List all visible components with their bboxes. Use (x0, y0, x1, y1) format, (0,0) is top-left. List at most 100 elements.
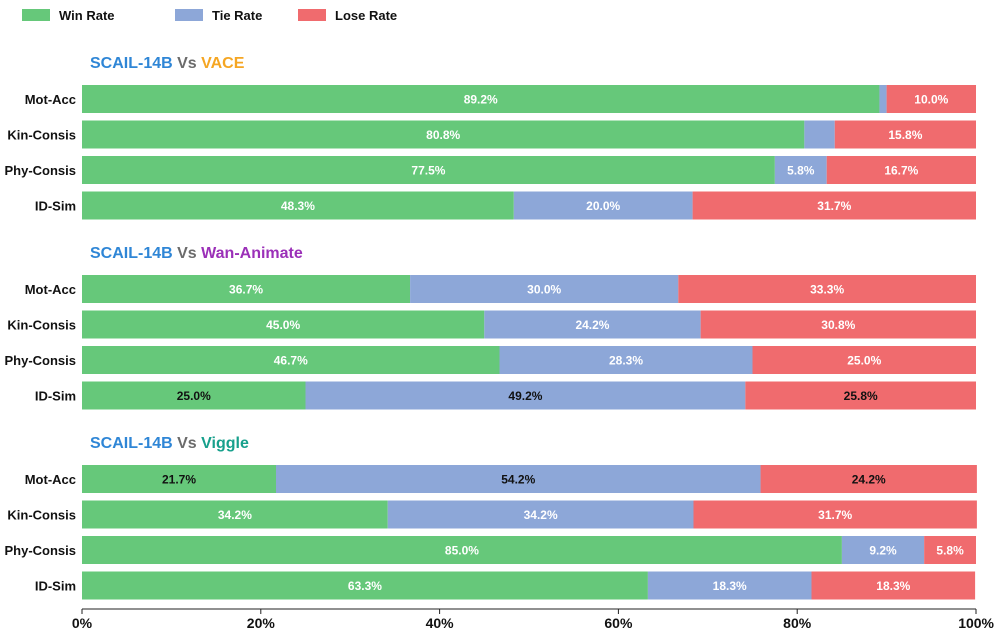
data-label: 9.2% (869, 544, 897, 558)
legend-label: Tie Rate (212, 8, 262, 23)
data-label: 20.0% (586, 199, 620, 213)
bar-row-phy-consis: Phy-Consis 77.5% 5.8% 16.7% (4, 156, 976, 184)
bar-segment-tie-rate (484, 310, 701, 339)
data-label: 80.8% (426, 128, 460, 142)
data-label: 63.3% (348, 579, 382, 593)
data-label: 15.8% (888, 128, 922, 142)
bar-segment-tie-rate (305, 381, 746, 410)
bar-segment-tie-rate (513, 191, 693, 220)
panel-title-vs: Vs (177, 435, 201, 452)
row-label: Kin-Consis (7, 508, 76, 523)
bar-segment-lose-rate (924, 536, 976, 564)
bar-segment-lose-rate (700, 310, 976, 339)
panel-title-right: Viggle (201, 435, 249, 452)
bar-segment-tie-rate (804, 120, 835, 149)
bar-segment-win-rate (82, 275, 411, 303)
bar-segment-win-rate (82, 346, 500, 374)
bar-segment-lose-rate (678, 275, 976, 303)
bar-row-id-sim: ID-Sim 25.0% 49.2% 25.8% (35, 381, 976, 410)
data-label: 31.7% (818, 508, 852, 522)
legend-item-tie-rate: Tie Rate (175, 8, 262, 23)
row-label: Mot-Acc (25, 472, 76, 487)
x-tick-label: 100% (958, 615, 994, 631)
bar-segment-tie-rate (387, 500, 694, 529)
data-label: 28.3% (609, 354, 643, 368)
legend: Win Rate Tie Rate Lose Rate (22, 8, 397, 23)
bar-segment-win-rate (82, 310, 485, 339)
bar-segment-win-rate (82, 536, 842, 564)
data-label: 45.0% (266, 318, 300, 332)
data-label: 31.7% (817, 199, 851, 213)
bar-segment-tie-rate (499, 346, 753, 374)
data-label: 24.2% (575, 318, 609, 332)
bar-segment-lose-rate (826, 156, 976, 184)
bar-segment-win-rate (82, 85, 880, 113)
bar-segment-win-rate (82, 120, 805, 149)
bar-segment-tie-rate (275, 465, 761, 493)
panel-title-left: SCAIL-14B (90, 435, 177, 452)
bar-row-id-sim: ID-Sim 48.3% 20.0% 31.7% (35, 191, 976, 220)
data-label: 48.3% (281, 199, 315, 213)
bar-row-kin-consis: Kin-Consis 45.0% 24.2% 30.8% (7, 310, 976, 339)
x-tick-label: 20% (247, 615, 276, 631)
bar-segment-lose-rate (693, 500, 977, 529)
panel-title: SCAIL-14B Vs Wan-Animate (90, 245, 303, 262)
legend-item-win-rate: Win Rate (22, 8, 115, 23)
bar-segment-lose-rate (886, 85, 976, 113)
panel-title-right: VACE (201, 55, 245, 72)
bar-segment-tie-rate (647, 571, 812, 600)
legend-label: Lose Rate (335, 8, 397, 23)
row-label: ID-Sim (35, 389, 76, 404)
panel-title: SCAIL-14B Vs VACE (90, 55, 245, 72)
bar-segment-lose-rate (834, 120, 976, 149)
panel-title-vs: Vs (177, 245, 201, 262)
data-label: 25.0% (847, 354, 881, 368)
data-label: 54.2% (501, 473, 535, 487)
bar-row-id-sim: ID-Sim 63.3% 18.3% 18.3% (35, 571, 976, 600)
bar-segment-win-rate (82, 156, 775, 184)
x-tick-label: 80% (783, 615, 812, 631)
bar-segment-tie-rate (410, 275, 679, 303)
panel-title-vs: Vs (177, 55, 201, 72)
bar-segment-win-rate (82, 191, 514, 220)
panel-1: SCAIL-14B Vs VACE Mot-Acc 89.2% 10.0% Kin-Co… (4, 55, 976, 220)
row-label: Kin-Consis (7, 318, 76, 333)
bar-row-kin-consis: Kin-Consis 80.8% 15.8% (7, 120, 976, 149)
data-label: 10.0% (914, 93, 948, 107)
data-label: 30.8% (821, 318, 855, 332)
bar-segment-win-rate (82, 465, 276, 493)
bar-segment-tie-rate (879, 85, 887, 113)
bar-row-mot-acc: Mot-Acc 36.7% 30.0% 33.3% (25, 275, 976, 303)
row-label: Kin-Consis (7, 128, 76, 143)
data-label: 16.7% (884, 164, 918, 178)
data-label: 33.3% (810, 283, 844, 297)
chart-panels: SCAIL-14B Vs VACE Mot-Acc 89.2% 10.0% Kin-Co… (4, 55, 977, 600)
bar-segment-lose-rate (745, 381, 976, 410)
panel-title: SCAIL-14B Vs Viggle (90, 435, 249, 452)
panel-title-left: SCAIL-14B (90, 55, 177, 72)
bar-segment-tie-rate (774, 156, 827, 184)
data-label: 34.2% (524, 508, 558, 522)
data-label: 25.8% (844, 389, 878, 403)
data-label: 30.0% (527, 283, 561, 297)
data-label: 21.7% (162, 473, 196, 487)
data-label: 77.5% (411, 164, 445, 178)
row-label: ID-Sim (35, 199, 76, 214)
bar-segment-lose-rate (760, 465, 977, 493)
bar-row-kin-consis: Kin-Consis 34.2% 34.2% 31.7% (7, 500, 977, 529)
legend-swatch (175, 9, 203, 21)
data-label: 18.3% (876, 579, 910, 593)
data-label: 5.8% (936, 544, 964, 558)
x-tick-label: 40% (426, 615, 455, 631)
legend-swatch (298, 9, 326, 21)
bar-segment-win-rate (82, 571, 648, 600)
row-label: Mot-Acc (25, 282, 76, 297)
data-label: 18.3% (713, 579, 747, 593)
legend-item-lose-rate: Lose Rate (298, 8, 397, 23)
panel-title-right: Wan-Animate (201, 245, 303, 262)
data-label: 46.7% (274, 354, 308, 368)
row-label: Mot-Acc (25, 92, 76, 107)
data-label: 36.7% (229, 283, 263, 297)
data-label: 85.0% (445, 544, 479, 558)
